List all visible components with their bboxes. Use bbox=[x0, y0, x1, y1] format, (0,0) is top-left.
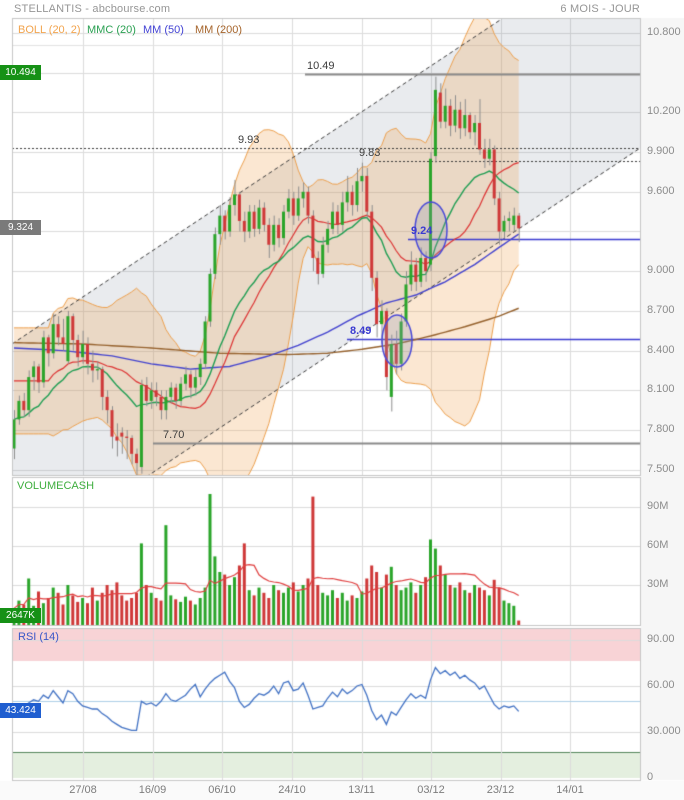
x-axis-date: 23/12 bbox=[486, 784, 515, 796]
rsi-axis-tick: 30.000 bbox=[647, 725, 681, 737]
legend-item-4: MM (200) bbox=[195, 24, 243, 36]
price-high-badge: 10.494 bbox=[0, 65, 41, 80]
x-axis-date: 16/09 bbox=[138, 784, 167, 796]
x-axis-date: 14/01 bbox=[556, 784, 584, 796]
price-axis-tick: 8.700 bbox=[647, 303, 675, 316]
rsi-axis-tick: 60.00 bbox=[647, 679, 675, 691]
rsi-axis-tick: 90.00 bbox=[647, 633, 675, 645]
rsi-badge: 43.424 bbox=[0, 703, 41, 718]
last-price-badge: 9.324 bbox=[0, 220, 41, 235]
volume-axis-tick: 30M bbox=[647, 578, 669, 590]
annotation-label-8.49: 8.49 bbox=[350, 324, 372, 337]
annotation-label-9.83: 9.83 bbox=[359, 147, 381, 160]
price-axis-tick: 8.400 bbox=[647, 343, 675, 356]
price-axis-tick: 10.800 bbox=[647, 26, 681, 38]
volume-badge: 2647K bbox=[0, 608, 41, 623]
volume-panel-label: VOLUMECASH bbox=[17, 480, 95, 492]
page-title: STELLANTIS - abcbourse.com bbox=[14, 3, 171, 15]
legend-item-3: MM (50) bbox=[143, 24, 184, 36]
annotation-label-10.49: 10.49 bbox=[307, 60, 335, 73]
annotation-label-9.93: 9.93 bbox=[238, 134, 260, 147]
price-axis-tick: 10.200 bbox=[647, 105, 681, 118]
timeframe-label: 6 MOIS - JOUR bbox=[560, 3, 640, 15]
x-axis-date: 27/08 bbox=[69, 784, 97, 796]
price-axis-tick: 7.500 bbox=[647, 462, 675, 475]
price-axis-tick: 9.000 bbox=[647, 264, 675, 277]
x-axis-date: 13/11 bbox=[348, 784, 375, 796]
legend-item-1: BOLL (20, 2) bbox=[18, 24, 81, 36]
rsi-axis-tick: 0 bbox=[647, 771, 654, 783]
legend-item-2: MMC (20) bbox=[87, 24, 136, 36]
price-axis-tick: 9.900 bbox=[647, 145, 675, 158]
volume-axis-tick: 60M bbox=[647, 539, 669, 551]
annotation-label-9.24: 9.24 bbox=[411, 225, 433, 238]
x-axis-date: 06/10 bbox=[208, 784, 236, 796]
x-axis-date: 03/12 bbox=[417, 784, 445, 796]
price-axis-tick: 8.100 bbox=[647, 383, 675, 396]
rsi-panel-label: RSI (14) bbox=[18, 631, 59, 643]
price-axis-tick: 7.800 bbox=[647, 422, 675, 435]
annotation-label-7.70: 7.70 bbox=[163, 429, 185, 442]
x-axis-date: 24/10 bbox=[278, 784, 306, 796]
volume-axis-tick: 90M bbox=[647, 500, 669, 512]
price-axis-tick: 9.600 bbox=[647, 184, 675, 197]
